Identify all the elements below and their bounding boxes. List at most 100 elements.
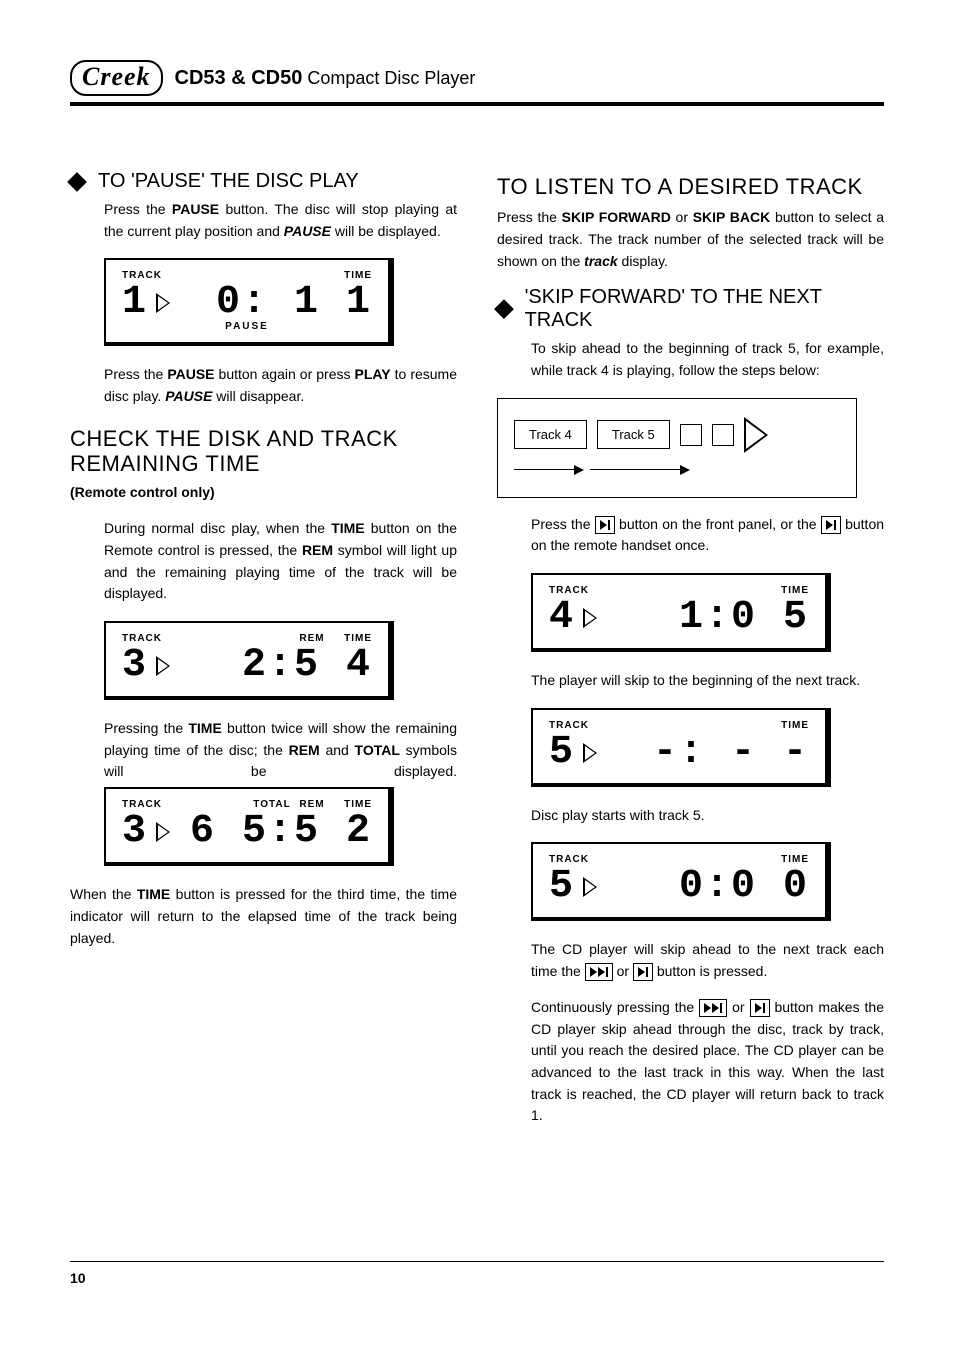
page-number: 10 [70,1270,86,1286]
remote-only-note: (Remote control only) [70,484,457,500]
track-value: 5 [549,867,597,907]
bold: PAUSE [167,366,214,382]
line [590,469,680,471]
bold-italic: PAUSE [284,223,331,239]
skip-fwd-icon [595,516,615,534]
track-digit: 3 [122,812,150,852]
text: or [732,999,749,1015]
bold: TIME [137,886,170,902]
pause-heading: To 'Pause' the disc play [70,170,457,193]
page: Creek CD53 & CD50 Compact Disc Player To… [0,0,954,1326]
play-icon [156,822,170,842]
lcd-segments: 3 2:5 4 [122,646,372,686]
left-column: To 'Pause' the disc play Press the PAUSE… [70,156,457,1141]
track-value: 5 [549,733,597,773]
track-digit: 3 [122,646,150,686]
arrow-right-icon [744,417,768,453]
pause-heading-text: To 'Pause' the disc play [98,170,359,193]
skip-fwd-icon [633,963,653,981]
lcd-display-pause: TRACK TIME 1 0: 1 1 PAUSE [104,258,394,346]
skip-paragraph-2: Press the button on the front panel, or … [531,514,884,557]
play-icon [583,877,597,897]
page-footer: 10 [70,1261,884,1286]
skip-paragraph-5: The CD player will skip ahead to the nex… [531,939,884,982]
text: button is pressed. [657,963,768,979]
lcd-segments: 1 0: 1 1 [122,283,372,323]
lcd-segments: 5 0:0 0 [549,867,809,907]
text: button on the front panel, or the [619,516,821,532]
square-icon [680,424,702,446]
bold-italic: track [584,253,617,269]
lcd-segments: 3 6 5:5 2 [122,812,372,852]
skip-paragraph-1: To skip ahead to the beginning of track … [531,338,884,381]
skip-fwd-icon [750,999,770,1017]
track-value: 1 [122,283,170,323]
skip-paragraph-6: Continuously pressing the or button make… [531,997,884,1127]
play-icon [583,743,597,763]
text: Pressing the [104,720,188,736]
text: display. [618,253,668,269]
bold: TIME [188,720,221,736]
skip-heading: 'Skip forward' to the next track [497,286,884,332]
text: Press the [531,516,595,532]
time-value: 1:0 5 [679,598,809,638]
header-title: CD53 & CD50 Compact Disc Player [175,67,476,90]
brand-logo: Creek [70,60,163,96]
time-value: 2:5 4 [242,646,372,686]
bold: TOTAL [355,742,400,758]
track-diagram: Track 4 Track 5 [497,398,857,498]
lcd-display-track5-dash: TRACKTIME 5 -: - - [531,708,831,787]
text: Press the [104,366,167,382]
check-paragraph-1: During normal disc play, when the TIME b… [104,518,457,605]
arrowhead-icon [680,465,690,475]
skip-paragraph-3: The player will skip to the beginning of… [531,670,884,692]
text: and [320,742,355,758]
play-icon [583,608,597,628]
lcd-segments: 4 1:0 5 [549,598,809,638]
fast-fwd-skip-icon [585,963,613,981]
text: Press the [497,209,562,225]
skip-heading-text: 'Skip forward' to the next track [525,286,884,332]
diamond-icon [494,300,514,320]
bold: REM [302,542,333,558]
listen-heading: To listen to a desired track [497,174,884,199]
text: will disappear. [212,388,304,404]
track-digit: 5 [549,733,577,773]
model-name: CD53 & CD50 [175,67,303,89]
text: or [617,963,633,979]
diamond-icon [67,172,87,192]
track4-box: Track 4 [514,420,587,449]
track-digit: 5 [549,867,577,907]
track-value: 3 [122,812,170,852]
time-value: 0:0 0 [679,867,809,907]
bold: TIME [331,520,364,536]
text: During normal disc play, when the [104,520,331,536]
skip-paragraph-4: Disc play starts with track 5. [531,805,884,827]
check-paragraph-3: When the TIME button is pressed for the … [70,884,457,949]
track-digit: 1 [122,283,150,323]
time-value: -: - - [653,733,809,773]
square-icon [712,424,734,446]
bold: PAUSE [172,201,219,217]
lcd-segments: 5 -: - - [549,733,809,773]
lcd-display-track4: TRACKTIME 4 1:0 5 [531,573,831,652]
page-header: Creek CD53 & CD50 Compact Disc Player [70,60,884,106]
lcd-display-total: TRACK TOTAL REM TIME 3 6 5:5 2 [104,787,394,866]
pause-paragraph-1: Press the PAUSE button. The disc will st… [104,199,457,242]
track-value: 3 [122,646,170,686]
text: When the [70,886,137,902]
fast-fwd-skip-icon [699,999,727,1017]
bold: REM [289,742,320,758]
arrowhead-icon [574,465,584,475]
diagram-row: Track 4 Track 5 [514,417,840,453]
pause-paragraph-2: Press the PAUSE button again or press PL… [104,364,457,407]
lcd-display-rem: TRACK REM TIME 3 2:5 4 [104,621,394,700]
line [514,469,574,471]
track-value: 4 [549,598,597,638]
content-columns: To 'Pause' the disc play Press the PAUSE… [70,156,884,1141]
text: Continuously pressing the [531,999,699,1015]
text: or [671,209,693,225]
right-column: To listen to a desired track Press the S… [497,156,884,1141]
track-digit: 4 [549,598,577,638]
text: button again or press [215,366,355,382]
